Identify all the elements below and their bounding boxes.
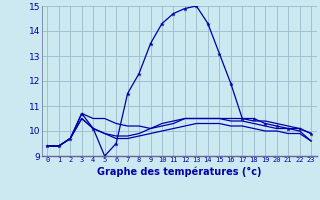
X-axis label: Graphe des températures (°c): Graphe des températures (°c) <box>97 166 261 177</box>
